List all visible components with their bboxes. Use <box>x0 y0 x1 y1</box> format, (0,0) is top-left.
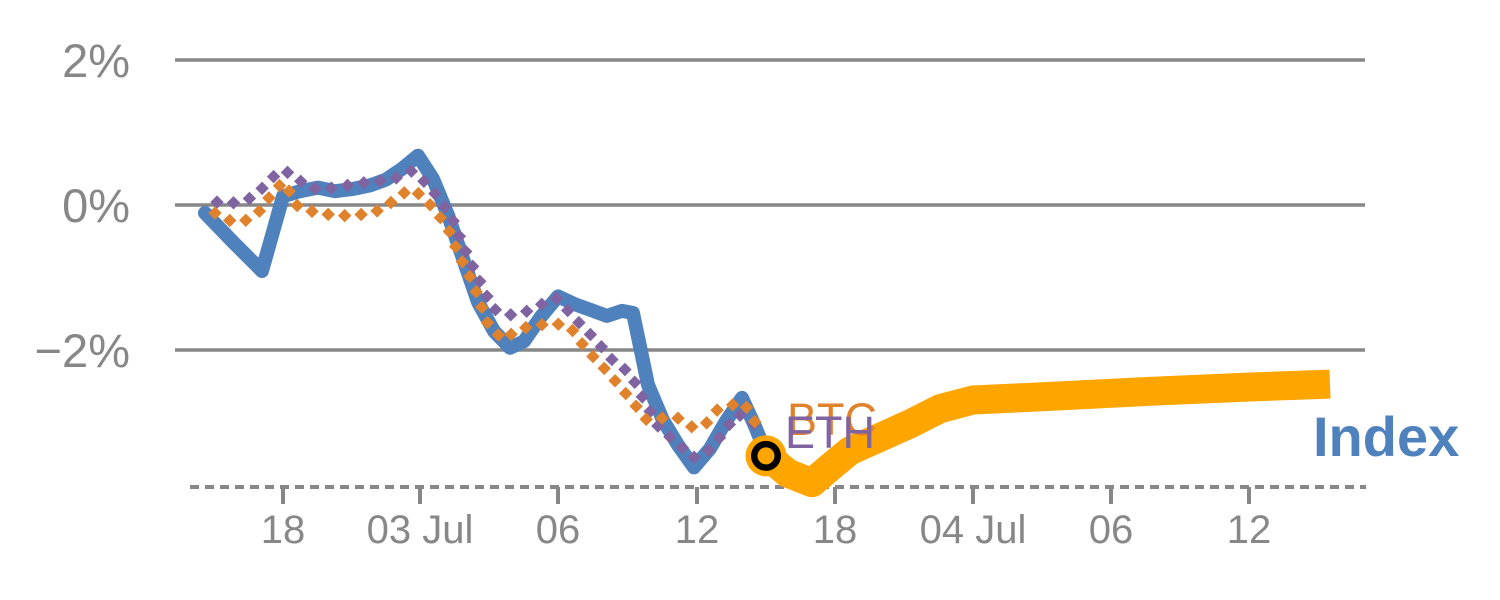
x-tick-label: 12 <box>1227 508 1272 552</box>
btc-series-dot <box>290 198 304 213</box>
btc-series-dot <box>239 213 253 228</box>
btc-series-dot <box>411 186 426 201</box>
btc-series-dot <box>671 411 685 425</box>
x-tick-label: 12 <box>675 508 720 552</box>
btc-series-dot <box>618 386 633 401</box>
x-tick-label: 03 Jul <box>367 508 474 552</box>
x-tick-label: 18 <box>813 508 858 552</box>
btc-series-dot <box>597 361 611 376</box>
btc-series-dot <box>384 195 398 210</box>
eth-series-dot <box>605 352 619 367</box>
eth-series-label: ETH <box>785 407 875 458</box>
btc-series-dot <box>354 207 368 222</box>
eth-series-dot <box>255 181 269 196</box>
x-tick-label: 18 <box>261 508 306 552</box>
eth-series-dot <box>226 196 241 210</box>
eth-series-dot <box>583 327 598 342</box>
btc-series-dot <box>321 207 335 222</box>
btc-series-dot <box>397 186 411 200</box>
eth-series-dot <box>503 308 518 322</box>
eth-series-dot <box>519 304 534 319</box>
eth-series-dot <box>618 362 632 377</box>
x-tick-label: 06 <box>536 508 581 552</box>
btc-series-label: BTC <box>787 394 877 445</box>
index-series-label: Index <box>1313 405 1459 468</box>
eth-series-dot <box>210 195 224 209</box>
btc-series-dot <box>608 374 622 388</box>
marker-center <box>757 447 775 465</box>
y-tick-label: 0% <box>62 179 130 232</box>
btc-series-dot <box>699 416 714 430</box>
eth-series-dot <box>280 165 295 180</box>
x-tick-label: 04 Jul <box>920 508 1027 552</box>
y-tick-label: −2% <box>35 324 130 377</box>
btc-series-dot <box>684 420 699 434</box>
btc-series-dot <box>337 208 352 223</box>
btc-series-dot <box>551 317 566 331</box>
x-tick-label: 06 <box>1089 508 1134 552</box>
index-projection-series-line <box>756 369 1331 498</box>
btc-series-dot <box>262 191 276 205</box>
btc-series-dot <box>710 403 724 417</box>
eth-series-dot <box>242 191 257 206</box>
y-tick-label: 2% <box>62 34 130 87</box>
btc-series-dot <box>586 349 600 364</box>
